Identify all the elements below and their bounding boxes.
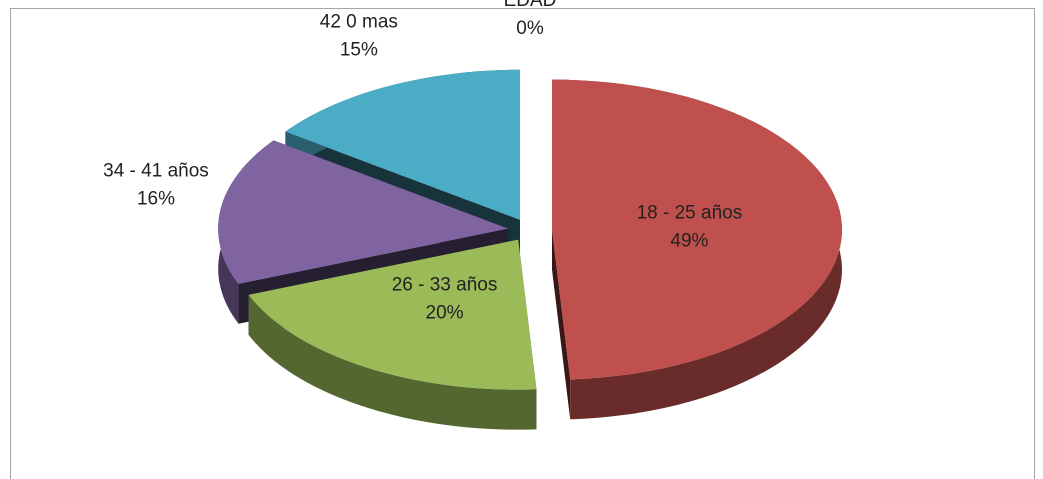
data-label-value: 20% [426, 303, 464, 324]
slice [551, 79, 842, 420]
data-label-value: 0% [516, 18, 544, 39]
data-label-name: EDAD [504, 0, 557, 11]
slice-top [551, 79, 842, 380]
slice-top [218, 140, 509, 284]
slice-top [285, 69, 521, 220]
data-label-name: 34 - 41 años [103, 161, 209, 182]
data-label-name: 42 0 mas [320, 11, 398, 32]
data-label-value: 16% [137, 189, 175, 210]
data-label-name: 26 - 33 años [392, 275, 498, 296]
data-label-name: 18 - 25 años [637, 202, 743, 223]
data-label-value: 15% [340, 39, 378, 60]
data-label-value: 49% [670, 230, 708, 251]
slice-side [551, 229, 571, 420]
slice-rim [248, 294, 537, 430]
slice-top [248, 239, 537, 390]
chart-frame [10, 8, 1035, 479]
slice [248, 239, 537, 430]
